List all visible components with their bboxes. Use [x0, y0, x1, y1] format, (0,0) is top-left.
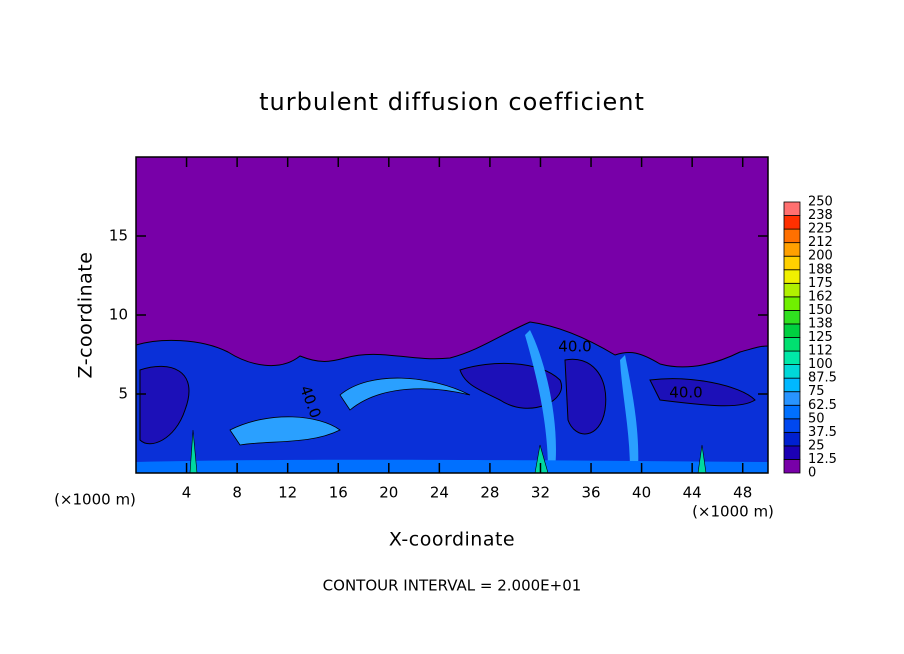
colorbar-band [783, 255, 801, 271]
y-tick-label: 15 [109, 227, 128, 245]
colorbar-label: 25 [808, 438, 825, 453]
x-tick-label: 20 [379, 484, 398, 502]
colorbar-label: 162 [808, 289, 833, 304]
x-tick-label: 16 [329, 484, 348, 502]
colorbar-band [783, 364, 801, 379]
field-region [525, 330, 556, 470]
colorbar-band [783, 445, 801, 460]
colorbar-band [783, 337, 801, 352]
colorbar-band [783, 269, 801, 284]
x-tick-label: 32 [531, 484, 550, 502]
x-tick-label: 12 [278, 484, 297, 502]
colorbar-label: 150 [808, 303, 833, 318]
colorbar-label: 250 [808, 195, 833, 210]
colorbar-band [783, 296, 801, 311]
colorbar-band [783, 228, 801, 244]
colorbar-label: 0 [808, 466, 816, 481]
colorbar-band [783, 350, 801, 365]
colorbar-label: 225 [808, 222, 833, 237]
colorbar-label: 238 [808, 208, 833, 223]
x-tick-label: 40 [632, 484, 651, 502]
colorbar-label: 37.5 [808, 425, 837, 440]
colorbar-label: 125 [808, 330, 833, 345]
colorbar-label: 12.5 [808, 452, 837, 467]
y-tick-label: 10 [109, 306, 128, 324]
colorbar-label: 112 [808, 344, 833, 359]
colorbar-label: 62.5 [808, 398, 837, 413]
field-region [649, 378, 756, 407]
colorbar-label: 200 [808, 249, 833, 264]
x-axis-label: X-coordinate [389, 529, 515, 551]
colorbar-band [783, 201, 801, 216]
field-region [139, 365, 190, 445]
y-axis-label: Z-coordinate [75, 252, 97, 379]
colorbar-band [783, 309, 801, 325]
field-region [339, 377, 471, 411]
x-tick-label: 24 [430, 484, 449, 502]
x-tick-label: 44 [683, 484, 702, 502]
x-tick-label: 28 [480, 484, 499, 502]
colorbar-label: 87.5 [808, 371, 837, 386]
x-tick-label: 4 [182, 484, 192, 502]
colorbar-band [783, 404, 801, 420]
axis-unit: (×1000 m) [692, 503, 774, 521]
chart-title: turbulent diffusion coefficient [259, 88, 645, 116]
colorbar-label: 175 [808, 276, 833, 291]
contour-label: 40.0 [669, 384, 702, 402]
colorbar-band [783, 242, 801, 257]
x-tick-label: 48 [733, 484, 752, 502]
x-tick-label: 36 [581, 484, 600, 502]
field-region [564, 358, 607, 435]
colorbar-band [783, 391, 801, 406]
field [135, 157, 769, 474]
x-tick-label: 8 [232, 484, 242, 502]
contour-label: 40.0 [558, 338, 591, 356]
field-region [229, 416, 341, 446]
colorbar-band [783, 431, 801, 447]
field-region [620, 355, 639, 470]
field-region [136, 459, 768, 473]
colorbar-label: 212 [808, 235, 833, 250]
colorbar-label: 188 [808, 262, 833, 277]
footnote: CONTOUR INTERVAL = 2.000E+01 [323, 577, 582, 595]
colorbar-band [783, 377, 801, 393]
colorbar-label: 75 [808, 384, 825, 399]
colorbar-band [783, 282, 801, 298]
colorbar-band [783, 215, 801, 230]
colorbar-band [783, 418, 801, 433]
y-tick-label: 5 [118, 385, 128, 403]
colorbar-band [783, 459, 801, 474]
colorbar-label: 100 [808, 357, 833, 372]
colorbar-label: 50 [808, 411, 825, 426]
colorbar-band [783, 323, 801, 338]
colorbar-label: 138 [808, 316, 833, 331]
axis-unit: (×1000 m) [54, 491, 136, 509]
